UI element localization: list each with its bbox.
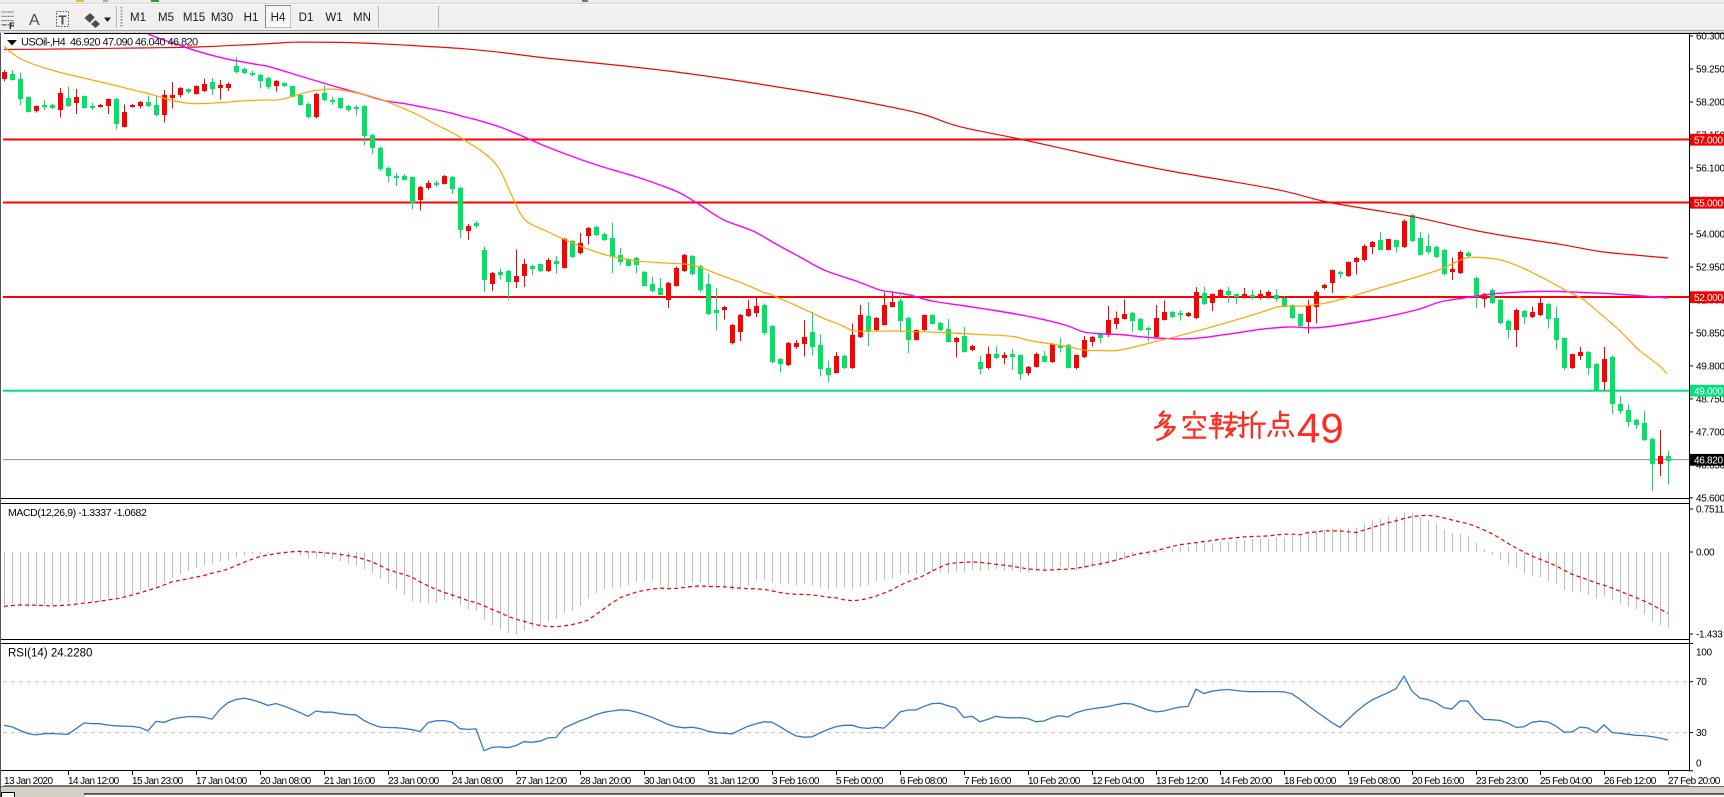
svg-text:21 Jan 16:00: 21 Jan 16:00 bbox=[324, 776, 376, 787]
svg-text:13 Jan 2020: 13 Jan 2020 bbox=[4, 776, 53, 787]
svg-text:RSI(14) 24.2280: RSI(14) 24.2280 bbox=[8, 648, 92, 660]
svg-text:47.700: 47.700 bbox=[1696, 427, 1724, 438]
svg-text:M15: M15 bbox=[183, 12, 205, 24]
svg-text:54.000: 54.000 bbox=[1696, 230, 1724, 241]
svg-text:23 Jan 00:00: 23 Jan 00:00 bbox=[388, 776, 440, 787]
svg-text:MACD(12,26,9) -1.3337 -1.0682: MACD(12,26,9) -1.3337 -1.0682 bbox=[8, 507, 147, 519]
svg-text:13 Feb 12:00: 13 Feb 12:00 bbox=[1156, 776, 1209, 787]
svg-text:F: F bbox=[9, 21, 15, 31]
svg-text:30: 30 bbox=[1696, 728, 1707, 739]
svg-text:56.100: 56.100 bbox=[1696, 164, 1724, 175]
svg-text:MN: MN bbox=[353, 12, 371, 24]
svg-text:19 Feb 08:00: 19 Feb 08:00 bbox=[1348, 776, 1401, 787]
svg-text:0: 0 bbox=[1696, 759, 1702, 770]
svg-text:46.650: 46.650 bbox=[1696, 460, 1724, 471]
svg-text:0.7511: 0.7511 bbox=[1696, 505, 1724, 516]
svg-text:14 Jan 12:00: 14 Jan 12:00 bbox=[68, 776, 120, 787]
svg-text:48.750: 48.750 bbox=[1696, 394, 1724, 405]
svg-text:7 Feb 16:00: 7 Feb 16:00 bbox=[964, 776, 1012, 787]
svg-text:-1.433: -1.433 bbox=[1696, 630, 1723, 641]
svg-text:A: A bbox=[29, 12, 40, 29]
svg-text:USOil-,H4 46.920 47.090 46.04: USOil-,H4 46.920 47.090 46.040 46.820 bbox=[21, 37, 198, 49]
svg-text:H4: H4 bbox=[271, 12, 286, 24]
svg-text:49.800: 49.800 bbox=[1696, 361, 1724, 372]
svg-text:70: 70 bbox=[1696, 677, 1707, 688]
svg-text:5 Feb 00:00: 5 Feb 00:00 bbox=[836, 776, 884, 787]
svg-text:58.200: 58.200 bbox=[1696, 98, 1724, 109]
svg-text:59.250: 59.250 bbox=[1696, 65, 1724, 76]
svg-text:55.000: 55.000 bbox=[1694, 198, 1724, 209]
svg-text:20 Jan 08:00: 20 Jan 08:00 bbox=[260, 776, 312, 787]
svg-text:52.000: 52.000 bbox=[1694, 293, 1724, 304]
svg-text:W1: W1 bbox=[325, 12, 342, 24]
svg-text:31 Jan 12:00: 31 Jan 12:00 bbox=[708, 776, 760, 787]
svg-text:M5: M5 bbox=[158, 12, 174, 24]
svg-text:50.850: 50.850 bbox=[1696, 328, 1724, 339]
svg-text:0.00: 0.00 bbox=[1696, 548, 1715, 559]
svg-text:6 Feb 08:00: 6 Feb 08:00 bbox=[900, 776, 948, 787]
svg-text:D1: D1 bbox=[299, 12, 314, 24]
svg-text:H1: H1 bbox=[244, 12, 259, 24]
svg-text:52.950: 52.950 bbox=[1696, 263, 1724, 274]
svg-text:26 Feb 12:00: 26 Feb 12:00 bbox=[1604, 776, 1657, 787]
svg-text:3 Feb 16:00: 3 Feb 16:00 bbox=[772, 776, 820, 787]
svg-text:30 Jan 04:00: 30 Jan 04:00 bbox=[644, 776, 696, 787]
svg-text:14 Feb 20:00: 14 Feb 20:00 bbox=[1220, 776, 1273, 787]
svg-text:49.000: 49.000 bbox=[1694, 386, 1724, 397]
svg-text:23 Feb 23:00: 23 Feb 23:00 bbox=[1476, 776, 1529, 787]
svg-text:20 Feb 16:00: 20 Feb 16:00 bbox=[1412, 776, 1465, 787]
svg-text:25 Feb 04:00: 25 Feb 04:00 bbox=[1540, 776, 1593, 787]
svg-text:10 Feb 20:00: 10 Feb 20:00 bbox=[1028, 776, 1081, 787]
svg-text:60.300: 60.300 bbox=[1696, 32, 1724, 43]
svg-text:M30: M30 bbox=[211, 12, 233, 24]
svg-text:15 Jan 23:00: 15 Jan 23:00 bbox=[132, 776, 184, 787]
svg-text:46.820: 46.820 bbox=[1694, 455, 1724, 466]
svg-text:27 Feb 20:00: 27 Feb 20:00 bbox=[1668, 776, 1721, 787]
svg-text:24 Jan 08:00: 24 Jan 08:00 bbox=[452, 776, 504, 787]
svg-text:49: 49 bbox=[1297, 405, 1344, 452]
svg-text:T: T bbox=[59, 13, 67, 28]
svg-text:57.000: 57.000 bbox=[1694, 135, 1724, 146]
svg-text:28 Jan 20:00: 28 Jan 20:00 bbox=[580, 776, 632, 787]
svg-text:27 Jan 12:00: 27 Jan 12:00 bbox=[516, 776, 568, 787]
svg-text:17 Jan 04:00: 17 Jan 04:00 bbox=[196, 776, 248, 787]
svg-text:12 Feb 04:00: 12 Feb 04:00 bbox=[1092, 776, 1145, 787]
svg-text:45.600: 45.600 bbox=[1696, 493, 1724, 504]
svg-text:M1: M1 bbox=[130, 12, 146, 24]
svg-text:100: 100 bbox=[1696, 648, 1713, 659]
svg-text:18 Feb 00:00: 18 Feb 00:00 bbox=[1284, 776, 1337, 787]
